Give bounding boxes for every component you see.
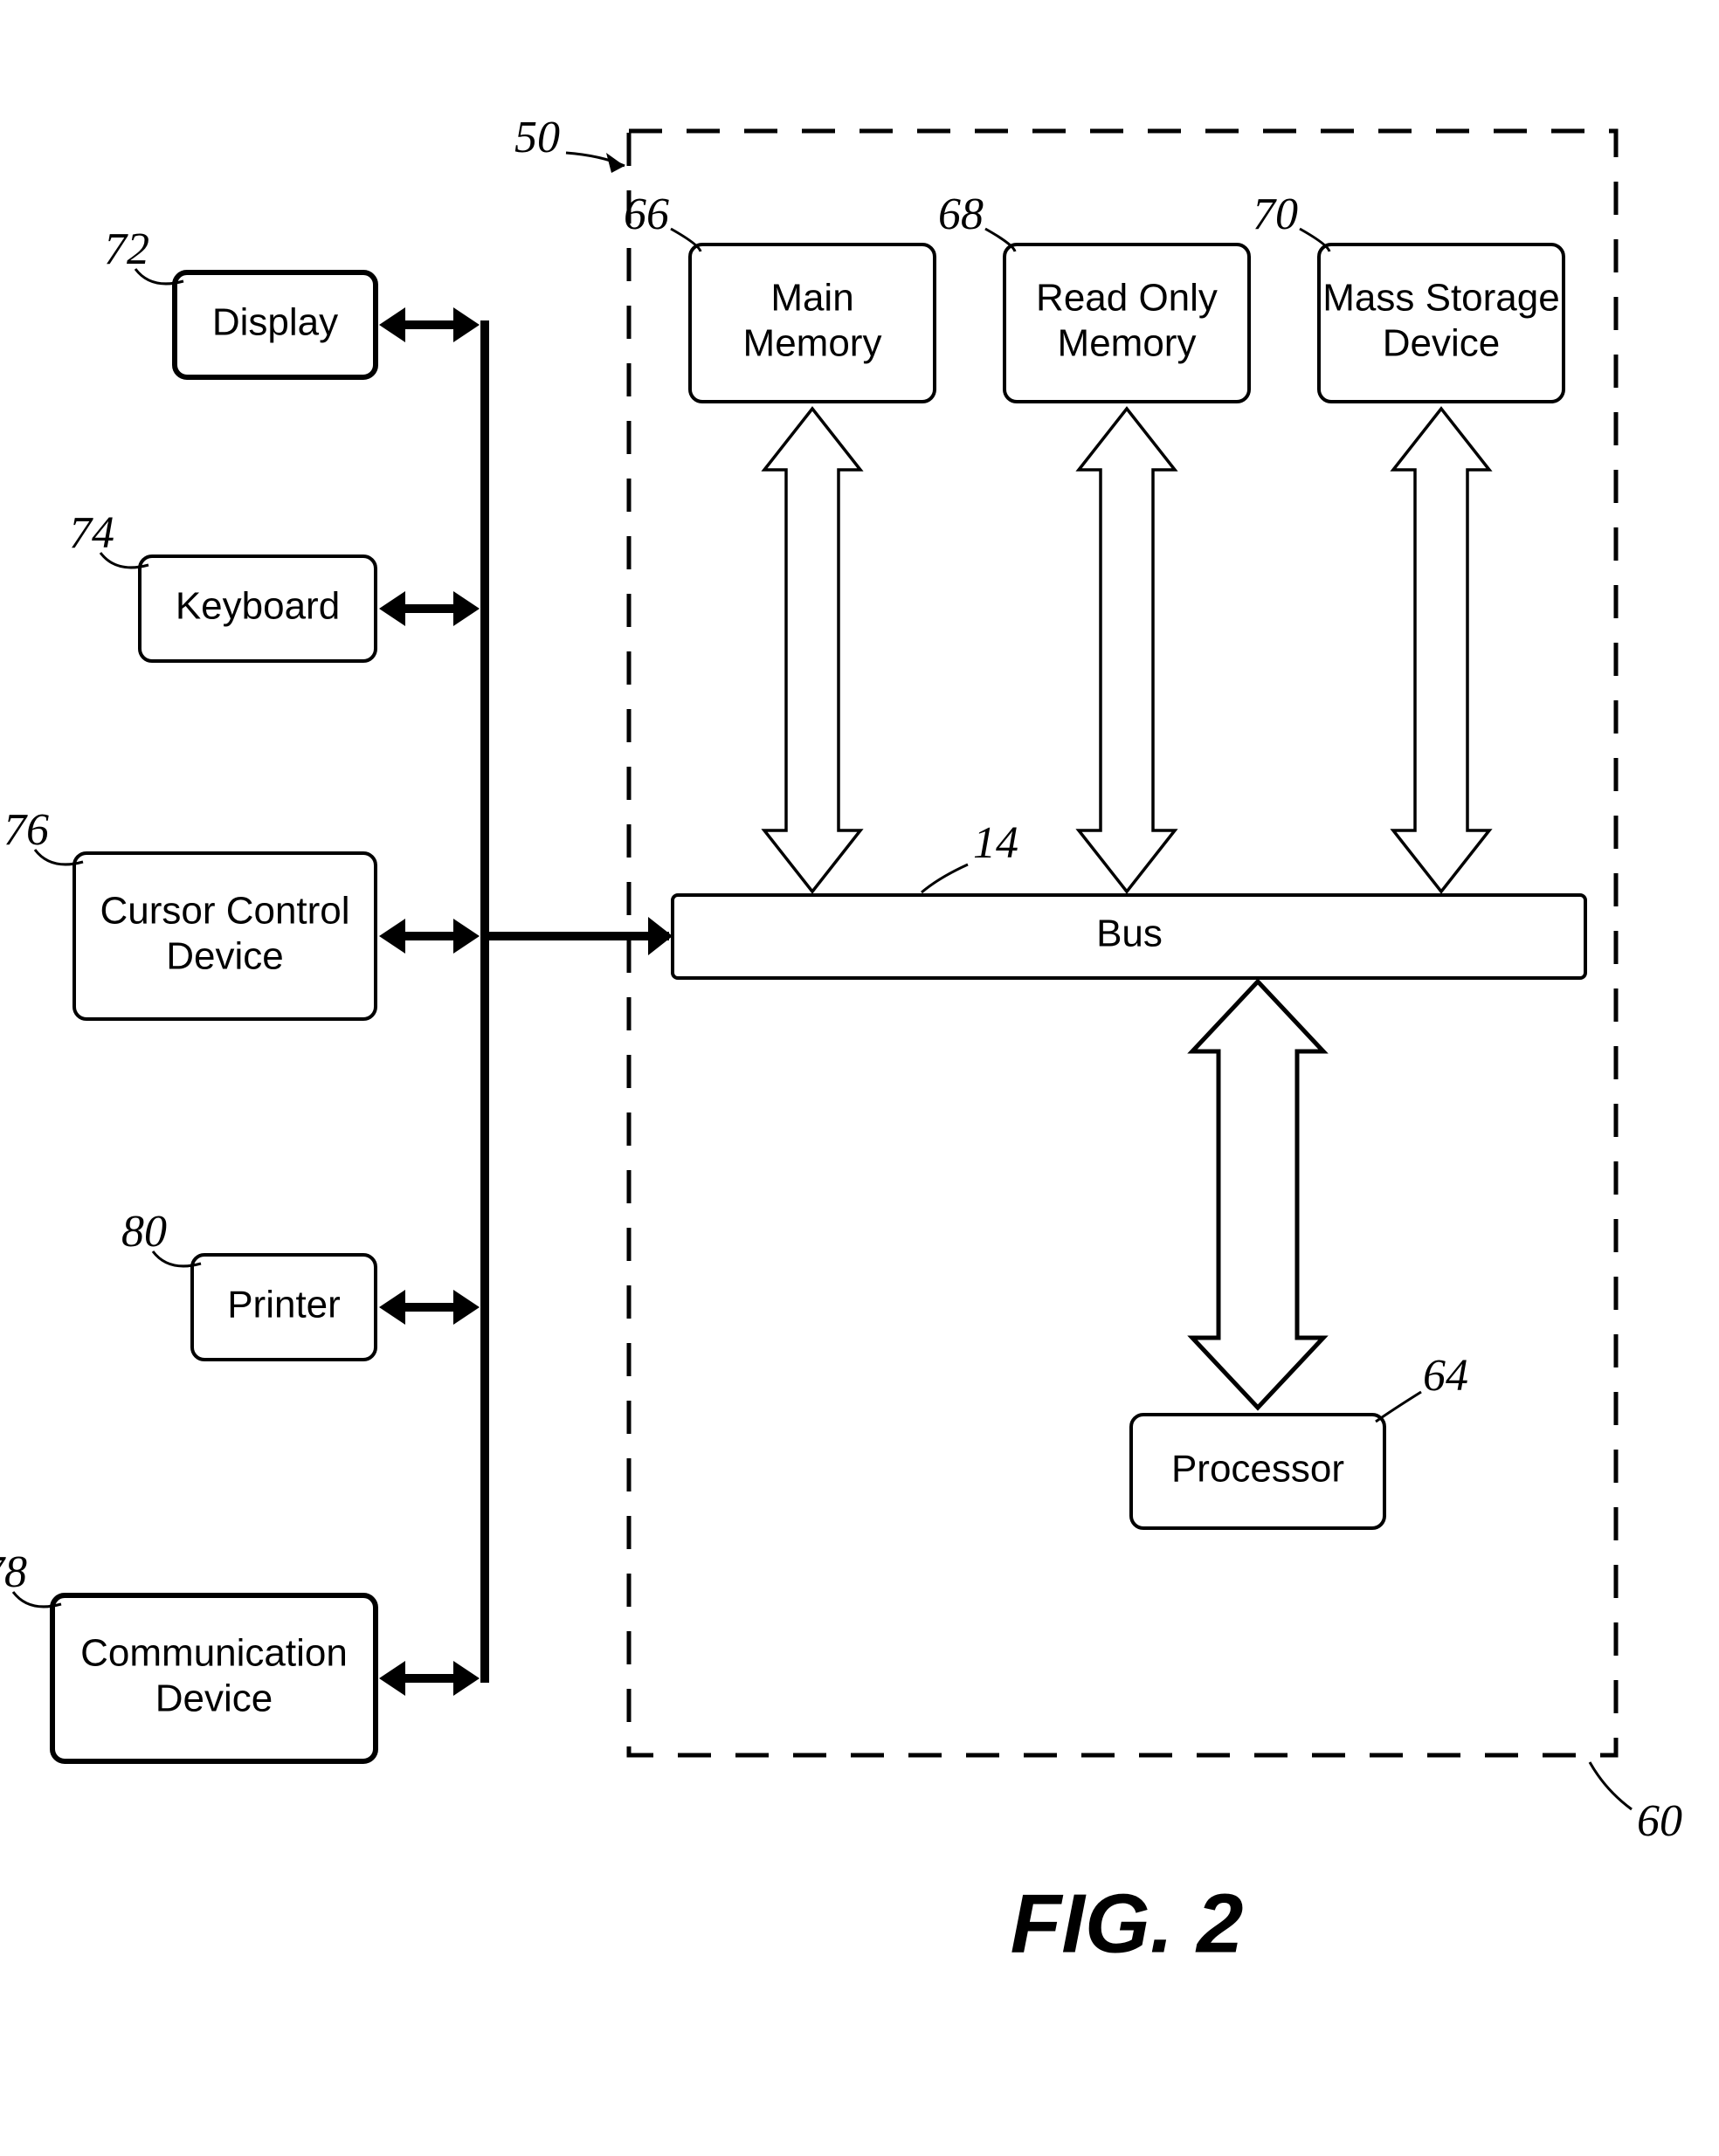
bus-label: Bus: [1096, 913, 1163, 955]
display-arrow: [379, 307, 480, 342]
communication-group: CommunicationDevice 78: [0, 1547, 480, 1761]
rom-group: Read OnlyMemory 68: [938, 189, 1249, 402]
main-memory-group: MainMemory 66: [624, 189, 935, 402]
communication-ref: 78: [0, 1547, 27, 1597]
processor-ref: 64: [1423, 1351, 1468, 1401]
communication-label-1: Communication: [80, 1632, 348, 1675]
bus-feed: [485, 325, 673, 1678]
mass-storage-arrow: [1393, 409, 1489, 892]
figure-label: FIG. 2: [1011, 1877, 1244, 1970]
ref-50-arrowhead: [606, 153, 625, 173]
cursor-label-2: Device: [166, 935, 284, 978]
keyboard-label: Keyboard: [176, 585, 340, 628]
mass-storage-label-1: Mass Storage: [1322, 277, 1559, 320]
rom-arrow: [1079, 409, 1175, 892]
rom-label-1: Read Only: [1036, 277, 1218, 320]
processor-label: Processor: [1171, 1448, 1344, 1491]
display-group: Display 72: [104, 224, 480, 377]
top-boxes-group: MainMemory66Read OnlyMemory68Mass Storag…: [624, 189, 1564, 892]
ref-60-group: 60: [1590, 1762, 1682, 1846]
bottom-box-group: Processor 64: [1131, 982, 1468, 1528]
cursor-ref: 76: [3, 805, 49, 855]
cursor-group: Cursor ControlDevice 76: [3, 805, 480, 1019]
ref-60-leader: [1590, 1762, 1632, 1809]
main-memory-label-2: Memory: [743, 322, 882, 365]
ref-14-group: 14: [922, 818, 1018, 892]
communication-label-2: Device: [155, 1677, 273, 1720]
rom-label-2: Memory: [1058, 322, 1197, 365]
processor-arrow: [1192, 982, 1323, 1408]
display-label: Display: [212, 301, 338, 344]
communication-arrow: [379, 1661, 480, 1696]
processor-leader: [1376, 1392, 1421, 1422]
ref-14-leader: [922, 864, 968, 892]
main-memory-arrow: [764, 409, 860, 892]
printer-ref: 80: [121, 1207, 167, 1257]
keyboard-arrow: [379, 591, 480, 626]
printer-group: Printer 80: [121, 1207, 480, 1360]
main-memory-label-1: Main: [770, 277, 853, 320]
keyboard-group: Keyboard 74: [69, 508, 480, 661]
cursor-label-1: Cursor Control: [100, 890, 349, 933]
mass-storage-group: Mass StorageDevice 70: [1253, 189, 1564, 402]
mass-storage-ref: 70: [1253, 189, 1298, 239]
ref-14: 14: [973, 818, 1018, 868]
printer-label: Printer: [227, 1284, 341, 1326]
printer-arrow: [379, 1290, 480, 1325]
rom-ref: 68: [938, 189, 984, 239]
ref-50-group: 50: [514, 113, 625, 173]
ref-60: 60: [1637, 1796, 1682, 1846]
main-memory-ref: 66: [624, 189, 669, 239]
cursor-arrow: [379, 919, 480, 954]
display-ref: 72: [104, 224, 149, 274]
keyboard-ref: 74: [69, 508, 114, 558]
peripherals-group: Display72Keyboard74Cursor ControlDevice7…: [0, 224, 480, 1761]
ref-50: 50: [514, 113, 560, 162]
mass-storage-label-2: Device: [1383, 322, 1501, 365]
